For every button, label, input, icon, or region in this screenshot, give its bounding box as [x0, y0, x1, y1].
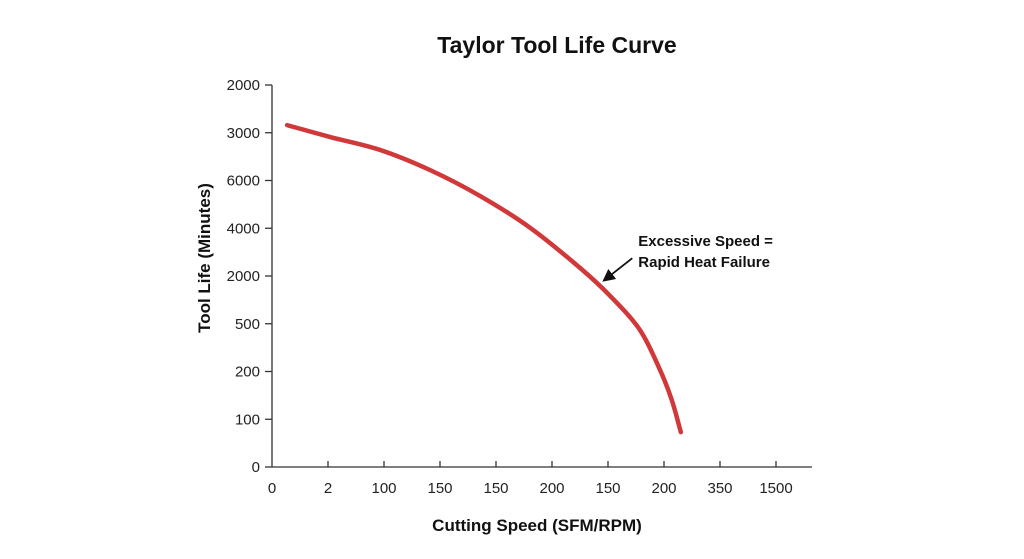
- series-layer: [284, 122, 684, 435]
- y-tick-label: 100: [235, 411, 260, 428]
- y-tick-label: 0: [252, 459, 260, 476]
- x-ticks: 0 2 100 150 150 200 150 200 350 1500: [268, 461, 793, 497]
- x-tick-label: 1500: [759, 480, 792, 497]
- y-tick-label: 3000: [227, 125, 260, 142]
- y-tick-label: 2000: [227, 268, 260, 285]
- y-ticks: 0 100 200 500 2000 4000 6000 3000 2000: [227, 77, 272, 476]
- annotation-layer: Excessive Speed = Rapid Heat Failure: [602, 233, 773, 282]
- y-tick-label: 2000: [227, 77, 260, 94]
- x-tick-label: 0: [268, 480, 276, 497]
- x-tick-label: 150: [483, 480, 508, 497]
- annotation-arrow: [602, 257, 633, 282]
- chart-title: Taylor Tool Life Curve: [437, 32, 676, 58]
- y-axis-label: Tool Life (Minutes): [195, 183, 214, 333]
- x-tick-label: 200: [651, 480, 676, 497]
- y-tick-label: 6000: [227, 173, 260, 190]
- x-axis-label: Cutting Speed (SFM/RPM): [432, 516, 642, 535]
- x-tick-label: 2: [324, 480, 332, 497]
- y-tick-label: 500: [235, 316, 260, 333]
- x-tick-label: 100: [371, 480, 396, 497]
- series-line-tool-life: [284, 122, 684, 435]
- x-tick-label: 200: [539, 480, 564, 497]
- annotation-text-line: Rapid Heat Failure: [638, 254, 770, 271]
- x-tick-label: 150: [427, 480, 452, 497]
- y-tick-label: 200: [235, 364, 260, 381]
- x-tick-label: 350: [707, 480, 732, 497]
- y-tick-label: 4000: [227, 220, 260, 237]
- annotation-text-line: Excessive Speed =: [638, 233, 773, 250]
- x-tick-label: 150: [595, 480, 620, 497]
